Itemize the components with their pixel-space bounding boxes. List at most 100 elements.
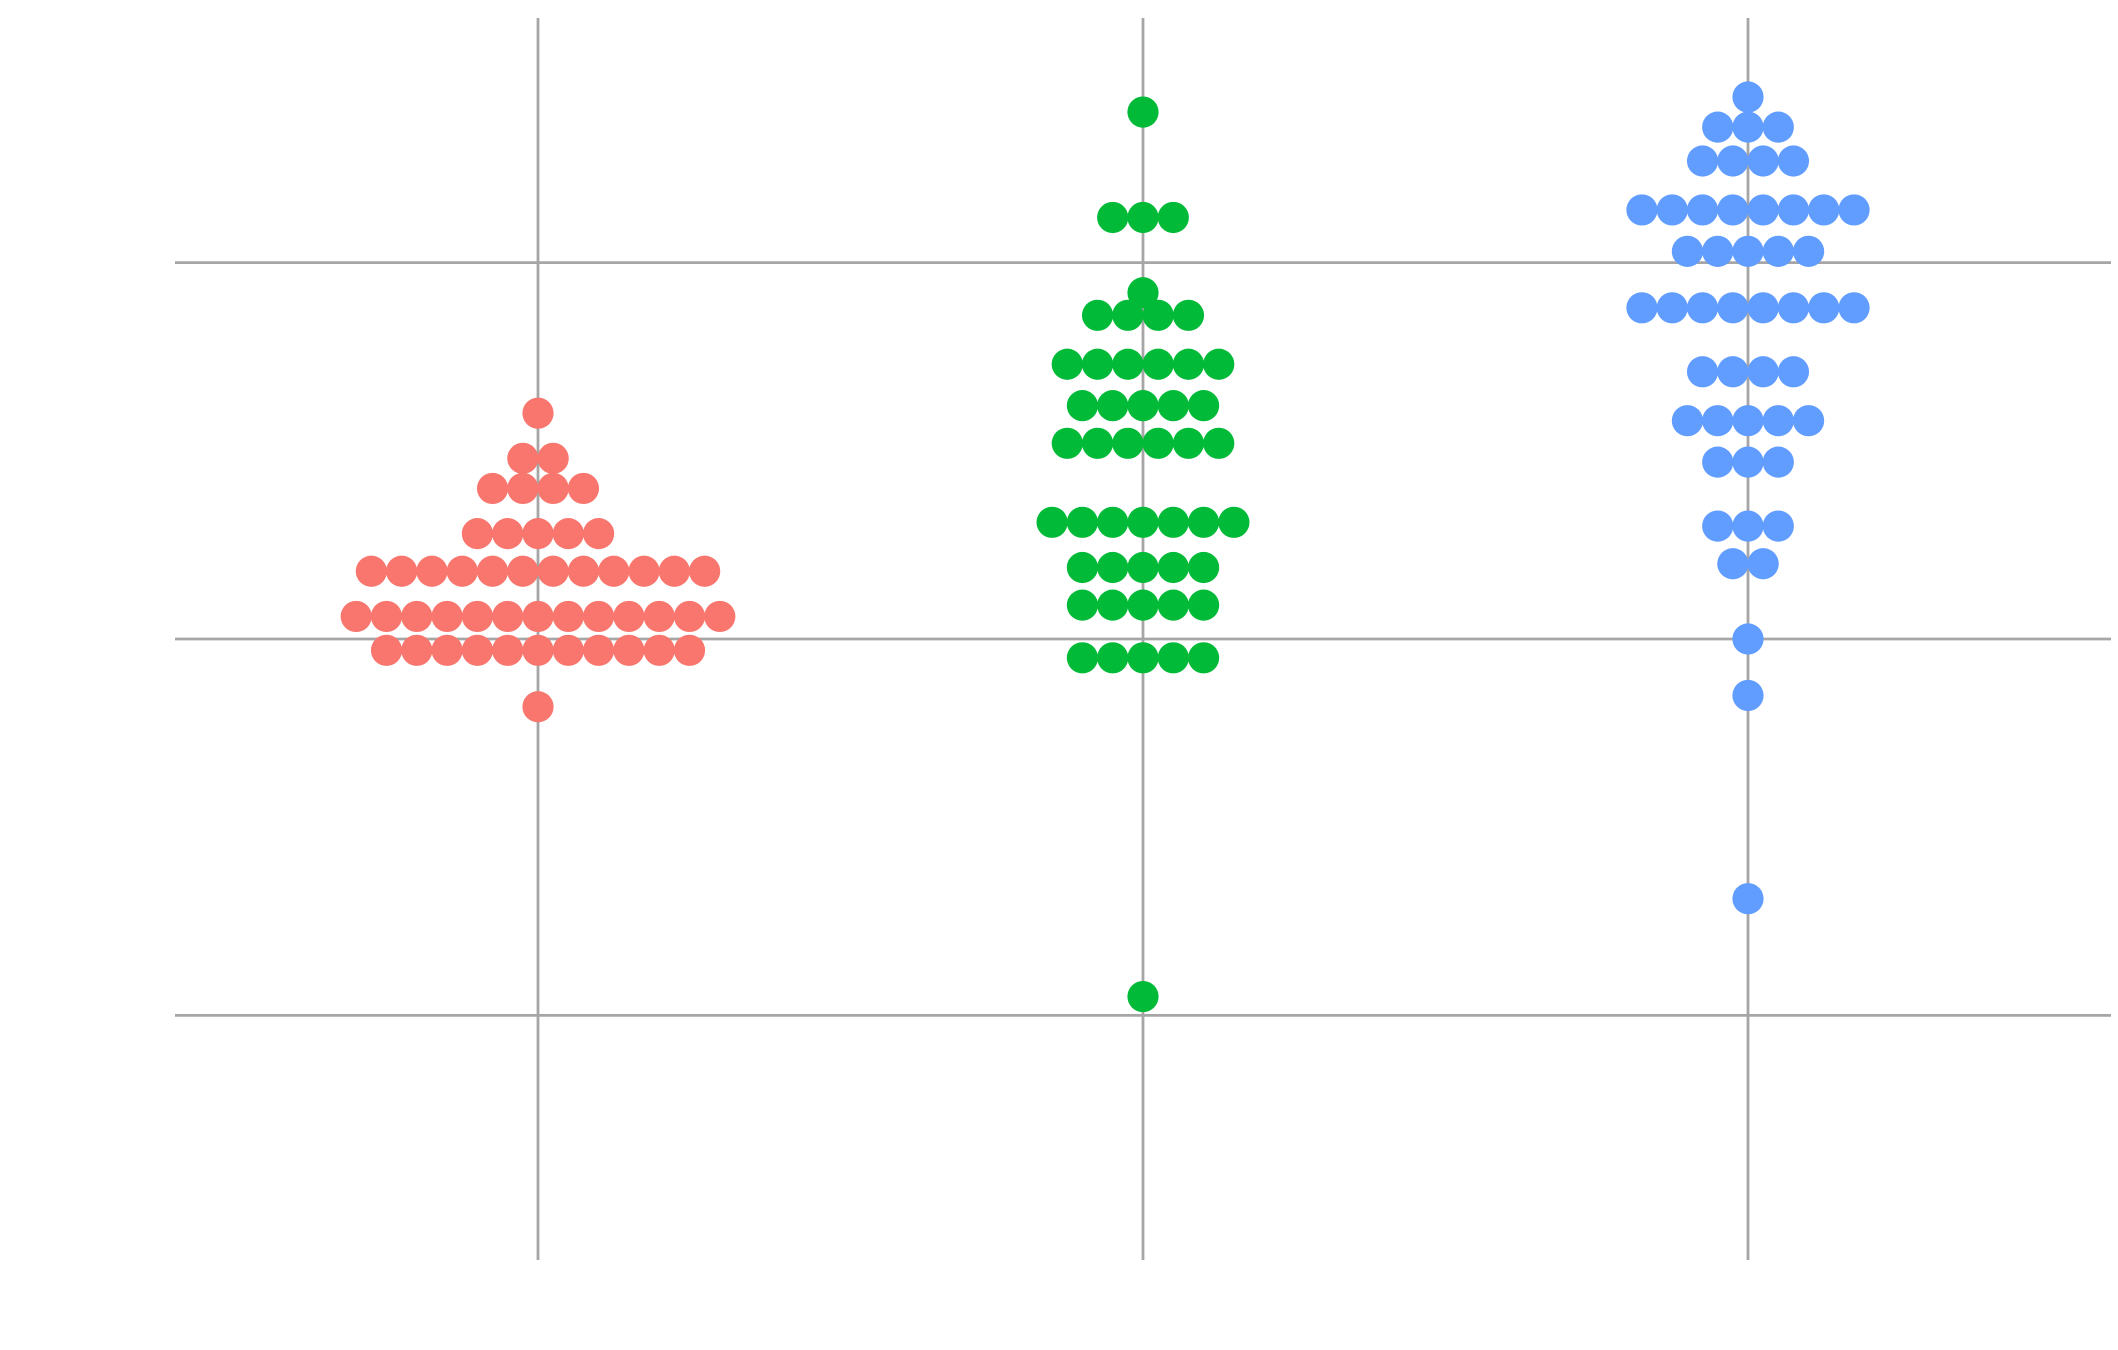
- dot: [1656, 194, 1688, 226]
- dot: [1838, 194, 1870, 226]
- dot: [1081, 299, 1114, 331]
- dot: [1747, 548, 1779, 580]
- dot: [1777, 145, 1810, 177]
- dot: [492, 634, 524, 666]
- dot: [522, 518, 554, 550]
- dot: [1188, 589, 1220, 621]
- dot: [507, 442, 539, 474]
- dot: [492, 600, 524, 633]
- dot: [1097, 506, 1129, 538]
- dot: [1747, 194, 1779, 226]
- dot: [476, 555, 509, 587]
- dot: [583, 600, 615, 633]
- dot: [1051, 348, 1083, 380]
- dot: [1188, 642, 1220, 674]
- dot: [1097, 390, 1129, 422]
- dot: [1097, 589, 1129, 621]
- dot: [1747, 356, 1779, 388]
- dot: [704, 600, 736, 633]
- dot: [1732, 81, 1764, 113]
- dot: [431, 634, 463, 666]
- dot: [522, 634, 554, 666]
- dot: [1066, 390, 1098, 422]
- dot: [370, 600, 403, 633]
- dot: [1127, 96, 1159, 128]
- dot: [1142, 427, 1174, 459]
- dot: [1127, 551, 1159, 584]
- dot: [1747, 292, 1779, 324]
- dot: [370, 634, 403, 666]
- dot: [598, 555, 630, 587]
- dot: [1777, 194, 1810, 226]
- dot: [1762, 111, 1794, 143]
- dot: [1793, 405, 1825, 437]
- dot: [1157, 201, 1189, 234]
- dot: [643, 600, 675, 633]
- dot: [1157, 390, 1189, 422]
- dot: [1127, 589, 1159, 621]
- dot: [1686, 194, 1719, 226]
- dot: [613, 600, 645, 633]
- dot: [1686, 356, 1719, 388]
- dot: [643, 634, 675, 666]
- dot: [1732, 510, 1764, 542]
- dot: [1732, 111, 1764, 143]
- dot: [1732, 623, 1764, 655]
- dot: [1127, 390, 1159, 422]
- dot: [689, 555, 721, 587]
- dot: [552, 634, 584, 666]
- dot: [1686, 145, 1719, 177]
- dot: [1717, 194, 1749, 226]
- dot: [1127, 980, 1159, 1013]
- dot: [1157, 551, 1189, 584]
- dot: [1081, 427, 1114, 459]
- dot: [522, 397, 554, 429]
- dot: [461, 518, 493, 550]
- dot: [522, 600, 554, 633]
- dot: [1112, 348, 1144, 380]
- dot: [1717, 356, 1749, 388]
- dot: [416, 555, 448, 587]
- dot: [355, 555, 387, 587]
- dot: [613, 634, 645, 666]
- dot: [1717, 292, 1749, 324]
- dot: [1066, 551, 1098, 584]
- dot: [1097, 201, 1129, 234]
- dot: [1066, 506, 1098, 538]
- dot: [1762, 405, 1794, 437]
- dot: [1066, 642, 1098, 674]
- dot: [1671, 235, 1703, 267]
- dot: [1188, 506, 1220, 538]
- dot: [1218, 506, 1250, 538]
- dot: [552, 518, 584, 550]
- dot: [1732, 446, 1764, 478]
- dot: [1097, 642, 1129, 674]
- dot: [1036, 506, 1068, 538]
- dot: [583, 518, 615, 550]
- dot: [401, 600, 433, 633]
- dot: [1188, 551, 1220, 584]
- dot: [476, 472, 509, 505]
- dot: [1808, 194, 1840, 226]
- dot: [658, 555, 690, 587]
- dot: [1112, 299, 1144, 331]
- dot: [1188, 390, 1220, 422]
- dot: [567, 472, 600, 505]
- dot: [673, 634, 706, 666]
- dot: [431, 600, 463, 633]
- dot: [1702, 446, 1734, 478]
- dot: [537, 442, 569, 474]
- dot: [1702, 111, 1734, 143]
- dot: [1686, 292, 1719, 324]
- dot: [1777, 356, 1810, 388]
- dot: [1762, 235, 1794, 267]
- dot: [537, 555, 569, 587]
- dot: [461, 600, 493, 633]
- dot: [1112, 427, 1144, 459]
- dot: [567, 555, 600, 587]
- dot: [552, 600, 584, 633]
- dot: [446, 555, 478, 587]
- dot: [1157, 506, 1189, 538]
- dot: [1717, 548, 1749, 580]
- dot: [1671, 405, 1703, 437]
